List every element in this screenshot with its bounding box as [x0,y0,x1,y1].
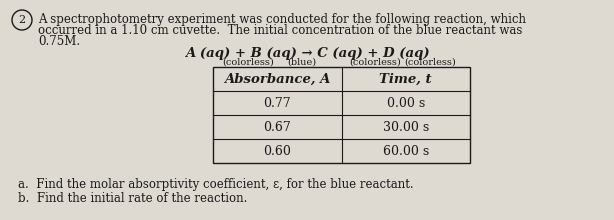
Text: A spectrophotometry experiment was conducted for the following reaction, which: A spectrophotometry experiment was condu… [38,13,526,26]
Text: 30.00 s: 30.00 s [383,121,429,134]
Text: (colorless): (colorless) [404,58,456,67]
Text: a.  Find the molar absorptivity coefficient, ε, for the blue reactant.: a. Find the molar absorptivity coefficie… [18,178,414,191]
Text: occurred in a 1.10 cm cuvette.  The initial concentration of the blue reactant w: occurred in a 1.10 cm cuvette. The initi… [38,24,523,37]
Text: 0.77: 0.77 [263,97,291,110]
Text: 0.60: 0.60 [263,145,291,158]
Text: 60.00 s: 60.00 s [383,145,429,158]
Text: 0.67: 0.67 [263,121,291,134]
Text: 0.00 s: 0.00 s [387,97,425,110]
Text: Time, t: Time, t [379,73,432,86]
Text: 0.75M.: 0.75M. [38,35,80,48]
Text: b.  Find the initial rate of the reaction.: b. Find the initial rate of the reaction… [18,192,247,205]
Text: (colorless): (colorless) [222,58,274,67]
Text: (colorless): (colorless) [349,58,401,67]
Text: 2: 2 [18,15,26,25]
Text: A (aq) + B (aq) → C (aq) + D (aq): A (aq) + B (aq) → C (aq) + D (aq) [185,47,429,60]
Text: (blue): (blue) [287,58,317,67]
Text: Absorbance, A: Absorbance, A [224,73,330,86]
Bar [213,67,470,163]
